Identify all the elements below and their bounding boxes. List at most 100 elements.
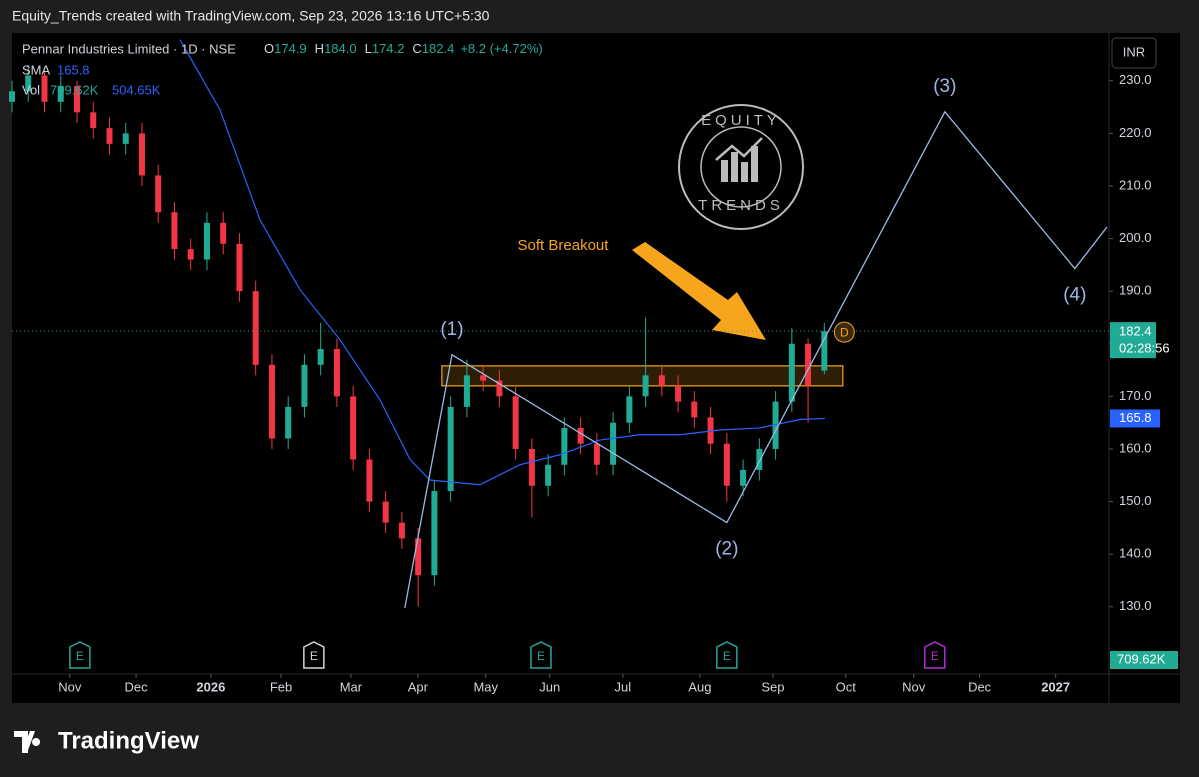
logo-bar <box>731 152 738 182</box>
x-tick-label: Oct <box>836 679 857 694</box>
candle-body <box>73 86 80 113</box>
x-tick-label: Mar <box>340 679 363 694</box>
x-tick-label: Dec <box>125 679 149 694</box>
volume-tag <box>1110 651 1178 669</box>
candle-body <box>366 459 373 502</box>
resistance-zone <box>441 365 844 387</box>
candle-body <box>187 249 194 260</box>
candle-body <box>675 385 682 402</box>
logo-ring <box>678 104 804 230</box>
wave-label: (3) <box>933 76 956 97</box>
candle-body <box>496 380 503 397</box>
wave-label: (2) <box>715 539 738 560</box>
candle-body <box>90 112 97 129</box>
annotation: Soft Breakout <box>518 237 610 254</box>
candle-body <box>821 331 828 371</box>
candle-body <box>691 401 698 418</box>
ohlc-value: 174.9 <box>274 41 307 56</box>
candle-body <box>252 291 259 365</box>
currency-button[interactable] <box>1111 37 1157 69</box>
vol-value: 709.62K <box>50 82 99 97</box>
logo-inner <box>700 126 782 208</box>
y-tick-label: 200.0 <box>1119 230 1152 245</box>
sma-tag-label: 165.8 <box>1119 410 1152 425</box>
candle-body <box>593 443 600 465</box>
candle-body <box>415 538 422 576</box>
event-marker <box>303 641 325 669</box>
event-label: E <box>76 649 84 663</box>
candle-body <box>301 364 308 407</box>
candle-body <box>41 75 48 102</box>
candle-body <box>268 364 275 439</box>
x-tick-label: Jun <box>539 679 560 694</box>
candle-body <box>122 133 129 144</box>
dividend-marker <box>833 321 855 343</box>
x-tick-label: Jul <box>615 679 632 694</box>
logo-bar <box>741 162 748 182</box>
event-label: E <box>310 649 318 663</box>
currency[interactable]: INR <box>1123 44 1145 59</box>
wave-label: (1) <box>440 319 463 340</box>
candle-body <box>577 427 584 444</box>
candle-body <box>398 522 405 539</box>
candle-body <box>203 222 210 260</box>
x-tick-label: Aug <box>688 679 711 694</box>
x-tick-label: Nov <box>902 679 926 694</box>
x-tick-label: Nov <box>58 679 82 694</box>
y-tick-label: 230.0 <box>1119 72 1152 87</box>
candle-body <box>545 464 552 486</box>
candle-body <box>447 406 454 492</box>
candle-body <box>626 396 633 423</box>
x-tick-label: 2026 <box>196 679 225 694</box>
y-tick-label: 130.0 <box>1119 598 1152 613</box>
candle-body <box>236 243 243 292</box>
change: +8.2 (+4.72%) <box>460 41 542 56</box>
y-tick-label: 220.0 <box>1119 125 1152 140</box>
wave-line <box>404 110 1108 608</box>
last-price-label: 182.4 <box>1119 324 1152 339</box>
candle-body <box>155 175 162 213</box>
sma-line <box>179 39 825 486</box>
candle-body <box>106 128 113 144</box>
event-label: E <box>931 649 939 663</box>
candle-body <box>528 448 535 486</box>
symbol-title: Pennar Industries Limited · 1D · NSE <box>22 41 236 56</box>
candle-body <box>480 375 487 381</box>
candle-body <box>382 501 389 523</box>
ohlc-key: C <box>412 41 421 56</box>
vol-ma: 504.65K <box>112 82 161 97</box>
plot: (1) (2) (3) (4) D E E E E E <box>9 39 1109 669</box>
ohlc-key: H <box>315 41 324 56</box>
footer-brand: TradingView <box>58 727 199 754</box>
event-label: E <box>723 649 731 663</box>
y-tick-label: 190.0 <box>1119 283 1152 298</box>
y-tick-label: 210.0 <box>1119 177 1152 192</box>
annotation-arrow <box>632 242 766 340</box>
candle-body <box>350 396 357 460</box>
x-tick-label: Apr <box>408 679 429 694</box>
candle-body <box>431 491 438 576</box>
logo-bar <box>721 160 728 182</box>
event-marker <box>716 641 738 669</box>
tradingview-logo: TradingView <box>14 727 199 754</box>
candle-body <box>220 222 227 244</box>
event-marker <box>924 641 946 669</box>
candle-body <box>772 401 779 449</box>
candle-body <box>723 443 730 486</box>
candle-body <box>171 212 178 250</box>
event-marker <box>530 641 552 669</box>
candle-body <box>512 396 519 449</box>
x-tick-label: Feb <box>270 679 292 694</box>
dividend-label: D <box>840 325 849 339</box>
vol-name: Vol <box>22 82 40 97</box>
y-tick-label: 170.0 <box>1119 388 1152 403</box>
x-tick-label: Sep <box>761 679 784 694</box>
candle-body <box>756 448 763 471</box>
candle-body <box>333 349 340 397</box>
logo-arrow <box>715 137 763 161</box>
logo-top-text: EQUITY <box>701 112 781 129</box>
candle-body <box>57 86 64 102</box>
candle-body <box>805 343 812 386</box>
candle-body <box>561 427 568 465</box>
